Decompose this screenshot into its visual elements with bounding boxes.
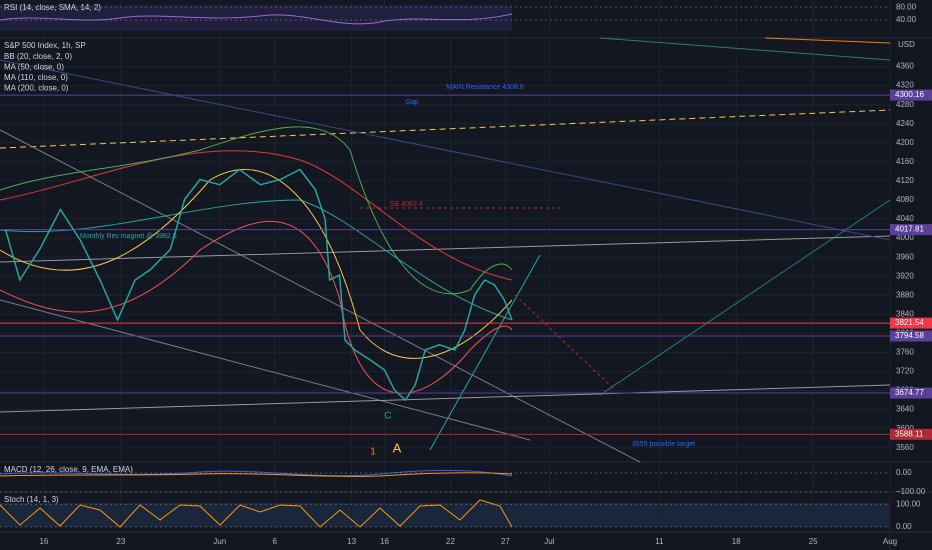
ma-line (0, 150, 513, 281)
panel-title: Stoch (14, 1, 3) (4, 495, 59, 504)
price-box (890, 387, 932, 399)
drawings (0, 13, 891, 528)
y-tick-label: 4320 (896, 81, 914, 90)
annotation: Monthly Rev magnet @ 3982.6 (80, 233, 177, 240)
x-tick-label: 6 (272, 537, 277, 546)
price-box (890, 330, 932, 342)
bb-lower (0, 220, 513, 394)
y-tick-label: 3960 (896, 252, 914, 261)
y-tick-label: 3840 (896, 309, 914, 318)
rsi-line (0, 13, 513, 25)
panel-title: MACD (12, 26, close, 9, EMA, EMA) (4, 465, 133, 474)
signal-line (0, 472, 513, 477)
projection (514, 294, 616, 391)
y-tick-label: 3720 (896, 367, 914, 376)
price-label: 3588.11 (895, 429, 924, 438)
trend-line (0, 129, 641, 463)
indicator-label: MA (50, close, 0) (4, 63, 64, 72)
trend-line (0, 235, 891, 263)
x-tick-label: 11 (655, 537, 664, 546)
trend-line (764, 37, 891, 44)
price-box (890, 224, 932, 236)
annotation: 1 (370, 447, 376, 458)
x-tick-label: 13 (347, 537, 356, 546)
y-tick-label: 4200 (896, 138, 914, 147)
price-line (4, 168, 513, 402)
y-tick-label: 3760 (896, 348, 914, 357)
panel-title: RSI (14, close, SMA, 14, 2) (4, 3, 101, 12)
x-tick-label: 16 (39, 537, 48, 546)
x-tick-label: 16 (380, 537, 389, 546)
price-label: 3794.58 (895, 331, 924, 340)
annotation: MAIN Resistance 4308.8 (446, 84, 524, 91)
x-tick-label: 23 (116, 537, 125, 546)
y-tick-label: 3600 (896, 424, 914, 433)
y-tick-label: 3880 (896, 290, 914, 299)
annotation: C (384, 411, 391, 422)
y-tick-label: 0.00 (896, 522, 912, 531)
price-label: 3674.77 (895, 388, 924, 397)
trend-line (0, 109, 891, 149)
stoch-line (0, 499, 513, 528)
trend-line (429, 254, 541, 451)
annotation: 3555 possible target (632, 441, 695, 448)
y-tick-label: 4000 (896, 233, 914, 242)
y-tick-label: 0.00 (896, 468, 912, 477)
y-tick-label: 4120 (896, 176, 914, 185)
price-label: 4017.81 (895, 225, 924, 234)
trend-line (0, 59, 891, 241)
price-box (890, 89, 932, 101)
ma-line (0, 199, 513, 321)
stoch-band (0, 503, 890, 527)
price-box (890, 428, 932, 440)
trend-line (599, 199, 891, 396)
indicator-label: MA (200, close, 0) (4, 84, 69, 93)
currency: USD (898, 40, 915, 49)
x-tick-label: Jun (213, 537, 226, 546)
y-tick-label: 4040 (896, 214, 914, 223)
x-tick-label: Jul (544, 537, 554, 546)
x-tick-label: Aug (883, 537, 897, 546)
y-tick-label: 4080 (896, 195, 914, 204)
x-tick-label: 27 (501, 537, 510, 546)
annotation: Gap (405, 99, 418, 106)
y-tick-label: −100.00 (896, 487, 926, 496)
price-box (890, 317, 932, 329)
trend-line (599, 37, 891, 61)
x-tick-label: 22 (446, 537, 455, 546)
chart-title: S&P 500 Index, 1h, SP (4, 41, 86, 50)
ma-line (0, 169, 513, 359)
x-tick-label: 18 (732, 537, 741, 546)
y-tick-label: 3920 (896, 271, 914, 280)
indicator-label: MA (110, close, 0) (4, 73, 68, 82)
bb-upper (0, 126, 513, 295)
price-label: 4300.16 (895, 90, 924, 99)
trend-line (0, 384, 891, 413)
rsi-band (0, 5, 512, 31)
y-tick-label: 4240 (896, 119, 914, 128)
y-tick-label: 4360 (896, 62, 914, 71)
y-tick-label: 80.00 (896, 2, 917, 11)
annotation: A (393, 440, 402, 455)
indicator-label: BB (20, close, 2, 0) (4, 52, 72, 61)
y-tick-label: 100.00 (896, 499, 921, 508)
y-tick-label: 4280 (896, 100, 914, 109)
x-tick-label: 25 (809, 537, 818, 546)
y-tick-label: 3640 (896, 405, 914, 414)
y-tick-label: 3560 (896, 443, 914, 452)
price-label: 3821.54 (895, 318, 924, 327)
y-tick-label: 40.00 (896, 15, 917, 24)
annotation: SB 4062.4 (390, 201, 423, 208)
y-tick-label: 4160 (896, 157, 914, 166)
